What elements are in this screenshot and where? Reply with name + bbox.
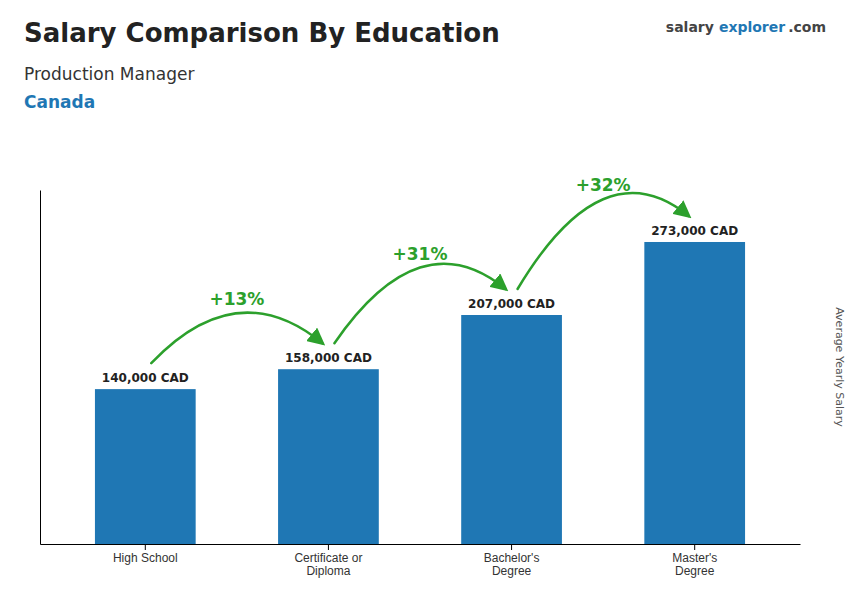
x-tick: Master'sDegree [672,544,717,578]
x-tick-mark [145,544,146,550]
watermark-part: explorer [719,19,785,35]
data-label: 207,000 CAD [468,297,555,311]
data-label: 158,000 CAD [285,351,372,365]
watermark-part: salary [666,19,714,35]
change-arrow [151,313,322,364]
x-tick-label: Certificate orDiploma [294,551,362,579]
x-tick-label: High School [113,551,178,565]
data-label: 140,000 CAD [102,371,189,385]
data-label: 273,000 CAD [651,224,738,238]
bar [278,369,379,544]
change-label: +32% [576,175,631,195]
x-tick-label: Bachelor'sDegree [484,551,540,579]
y-axis-label: Average Yearly Salary [833,307,846,427]
x-tick-mark [694,544,695,550]
change-arrows: +13% +31% +32% [151,175,688,363]
change-label: +31% [393,244,448,264]
chart: Salary Comparison By Education Production… [0,0,850,606]
x-tick: Certificate orDiploma [294,544,362,578]
change-label: +13% [209,289,264,309]
bar [644,242,745,544]
subtitle: Production Manager [24,64,194,84]
change-arrow [518,193,689,289]
watermark: salary explorer.com [666,19,826,35]
change-arrow [334,264,505,343]
bar [95,389,196,544]
y-axis [40,191,41,545]
x-tick-label: Master'sDegree [672,551,717,579]
x-axis: High School Certificate orDiploma Bachelor… [41,544,801,578]
bars [95,242,745,544]
watermark-part: .com [788,19,826,35]
plot: High School Certificate orDiploma Bachelor… [41,175,801,578]
data-labels: 140,000 CAD 158,000 CAD 207,000 CAD 273,000… [102,224,738,385]
x-tick: High School [113,544,178,565]
bar [461,315,562,544]
x-tick-mark [511,544,512,550]
y-axis-line [40,191,41,545]
x-tick: Bachelor'sDegree [484,544,540,578]
x-tick-mark [328,544,329,550]
title: Salary Comparison By Education [24,18,500,48]
annotation: Canada [24,92,95,112]
x-axis-line [41,544,801,545]
